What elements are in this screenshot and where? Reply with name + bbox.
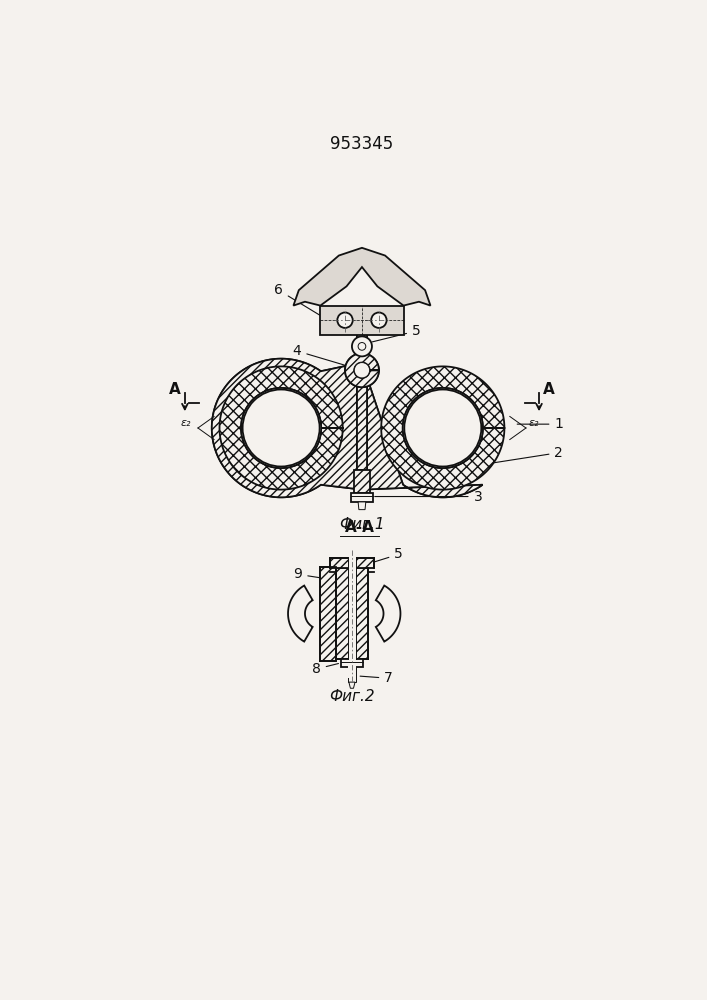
Polygon shape bbox=[354, 470, 370, 493]
Circle shape bbox=[345, 353, 379, 387]
Polygon shape bbox=[345, 353, 379, 387]
Text: Фиг.2: Фиг.2 bbox=[329, 689, 375, 704]
Text: 2: 2 bbox=[482, 446, 563, 465]
Circle shape bbox=[354, 363, 370, 378]
Polygon shape bbox=[348, 667, 356, 682]
Circle shape bbox=[337, 312, 353, 328]
Circle shape bbox=[241, 388, 321, 468]
Text: 8: 8 bbox=[312, 662, 339, 676]
Polygon shape bbox=[349, 682, 355, 688]
Text: 4: 4 bbox=[293, 344, 346, 366]
Polygon shape bbox=[320, 567, 336, 661]
Text: ε₂: ε₂ bbox=[181, 418, 192, 428]
Polygon shape bbox=[348, 554, 356, 678]
Polygon shape bbox=[293, 248, 431, 306]
Text: 9: 9 bbox=[293, 567, 320, 581]
Polygon shape bbox=[219, 366, 343, 490]
Text: А-А: А-А bbox=[345, 520, 375, 535]
Text: 7: 7 bbox=[360, 671, 393, 685]
Polygon shape bbox=[358, 502, 366, 510]
Polygon shape bbox=[381, 366, 504, 490]
Polygon shape bbox=[320, 306, 404, 335]
Polygon shape bbox=[329, 558, 374, 568]
Text: ε₁: ε₁ bbox=[368, 321, 378, 331]
Circle shape bbox=[243, 389, 320, 466]
Text: А: А bbox=[543, 382, 555, 397]
Polygon shape bbox=[288, 586, 312, 642]
Polygon shape bbox=[356, 332, 368, 470]
Text: 6: 6 bbox=[274, 283, 326, 319]
Circle shape bbox=[354, 363, 370, 378]
Polygon shape bbox=[356, 332, 368, 470]
Text: 5: 5 bbox=[373, 324, 421, 342]
Text: 5: 5 bbox=[373, 547, 403, 562]
Polygon shape bbox=[351, 493, 373, 502]
Polygon shape bbox=[336, 568, 368, 659]
Polygon shape bbox=[212, 359, 483, 497]
Circle shape bbox=[358, 343, 366, 350]
Polygon shape bbox=[376, 586, 400, 642]
Polygon shape bbox=[212, 359, 483, 497]
Polygon shape bbox=[341, 659, 363, 667]
Circle shape bbox=[403, 388, 483, 468]
Circle shape bbox=[352, 336, 372, 356]
Text: Фиг.1: Фиг.1 bbox=[339, 517, 385, 532]
Circle shape bbox=[404, 389, 481, 466]
Text: 3: 3 bbox=[375, 490, 482, 504]
Polygon shape bbox=[356, 332, 368, 470]
Text: 953345: 953345 bbox=[330, 135, 394, 153]
Text: А: А bbox=[169, 382, 181, 397]
Text: 1: 1 bbox=[518, 417, 563, 431]
Text: ε₂: ε₂ bbox=[529, 418, 539, 428]
Circle shape bbox=[371, 312, 387, 328]
